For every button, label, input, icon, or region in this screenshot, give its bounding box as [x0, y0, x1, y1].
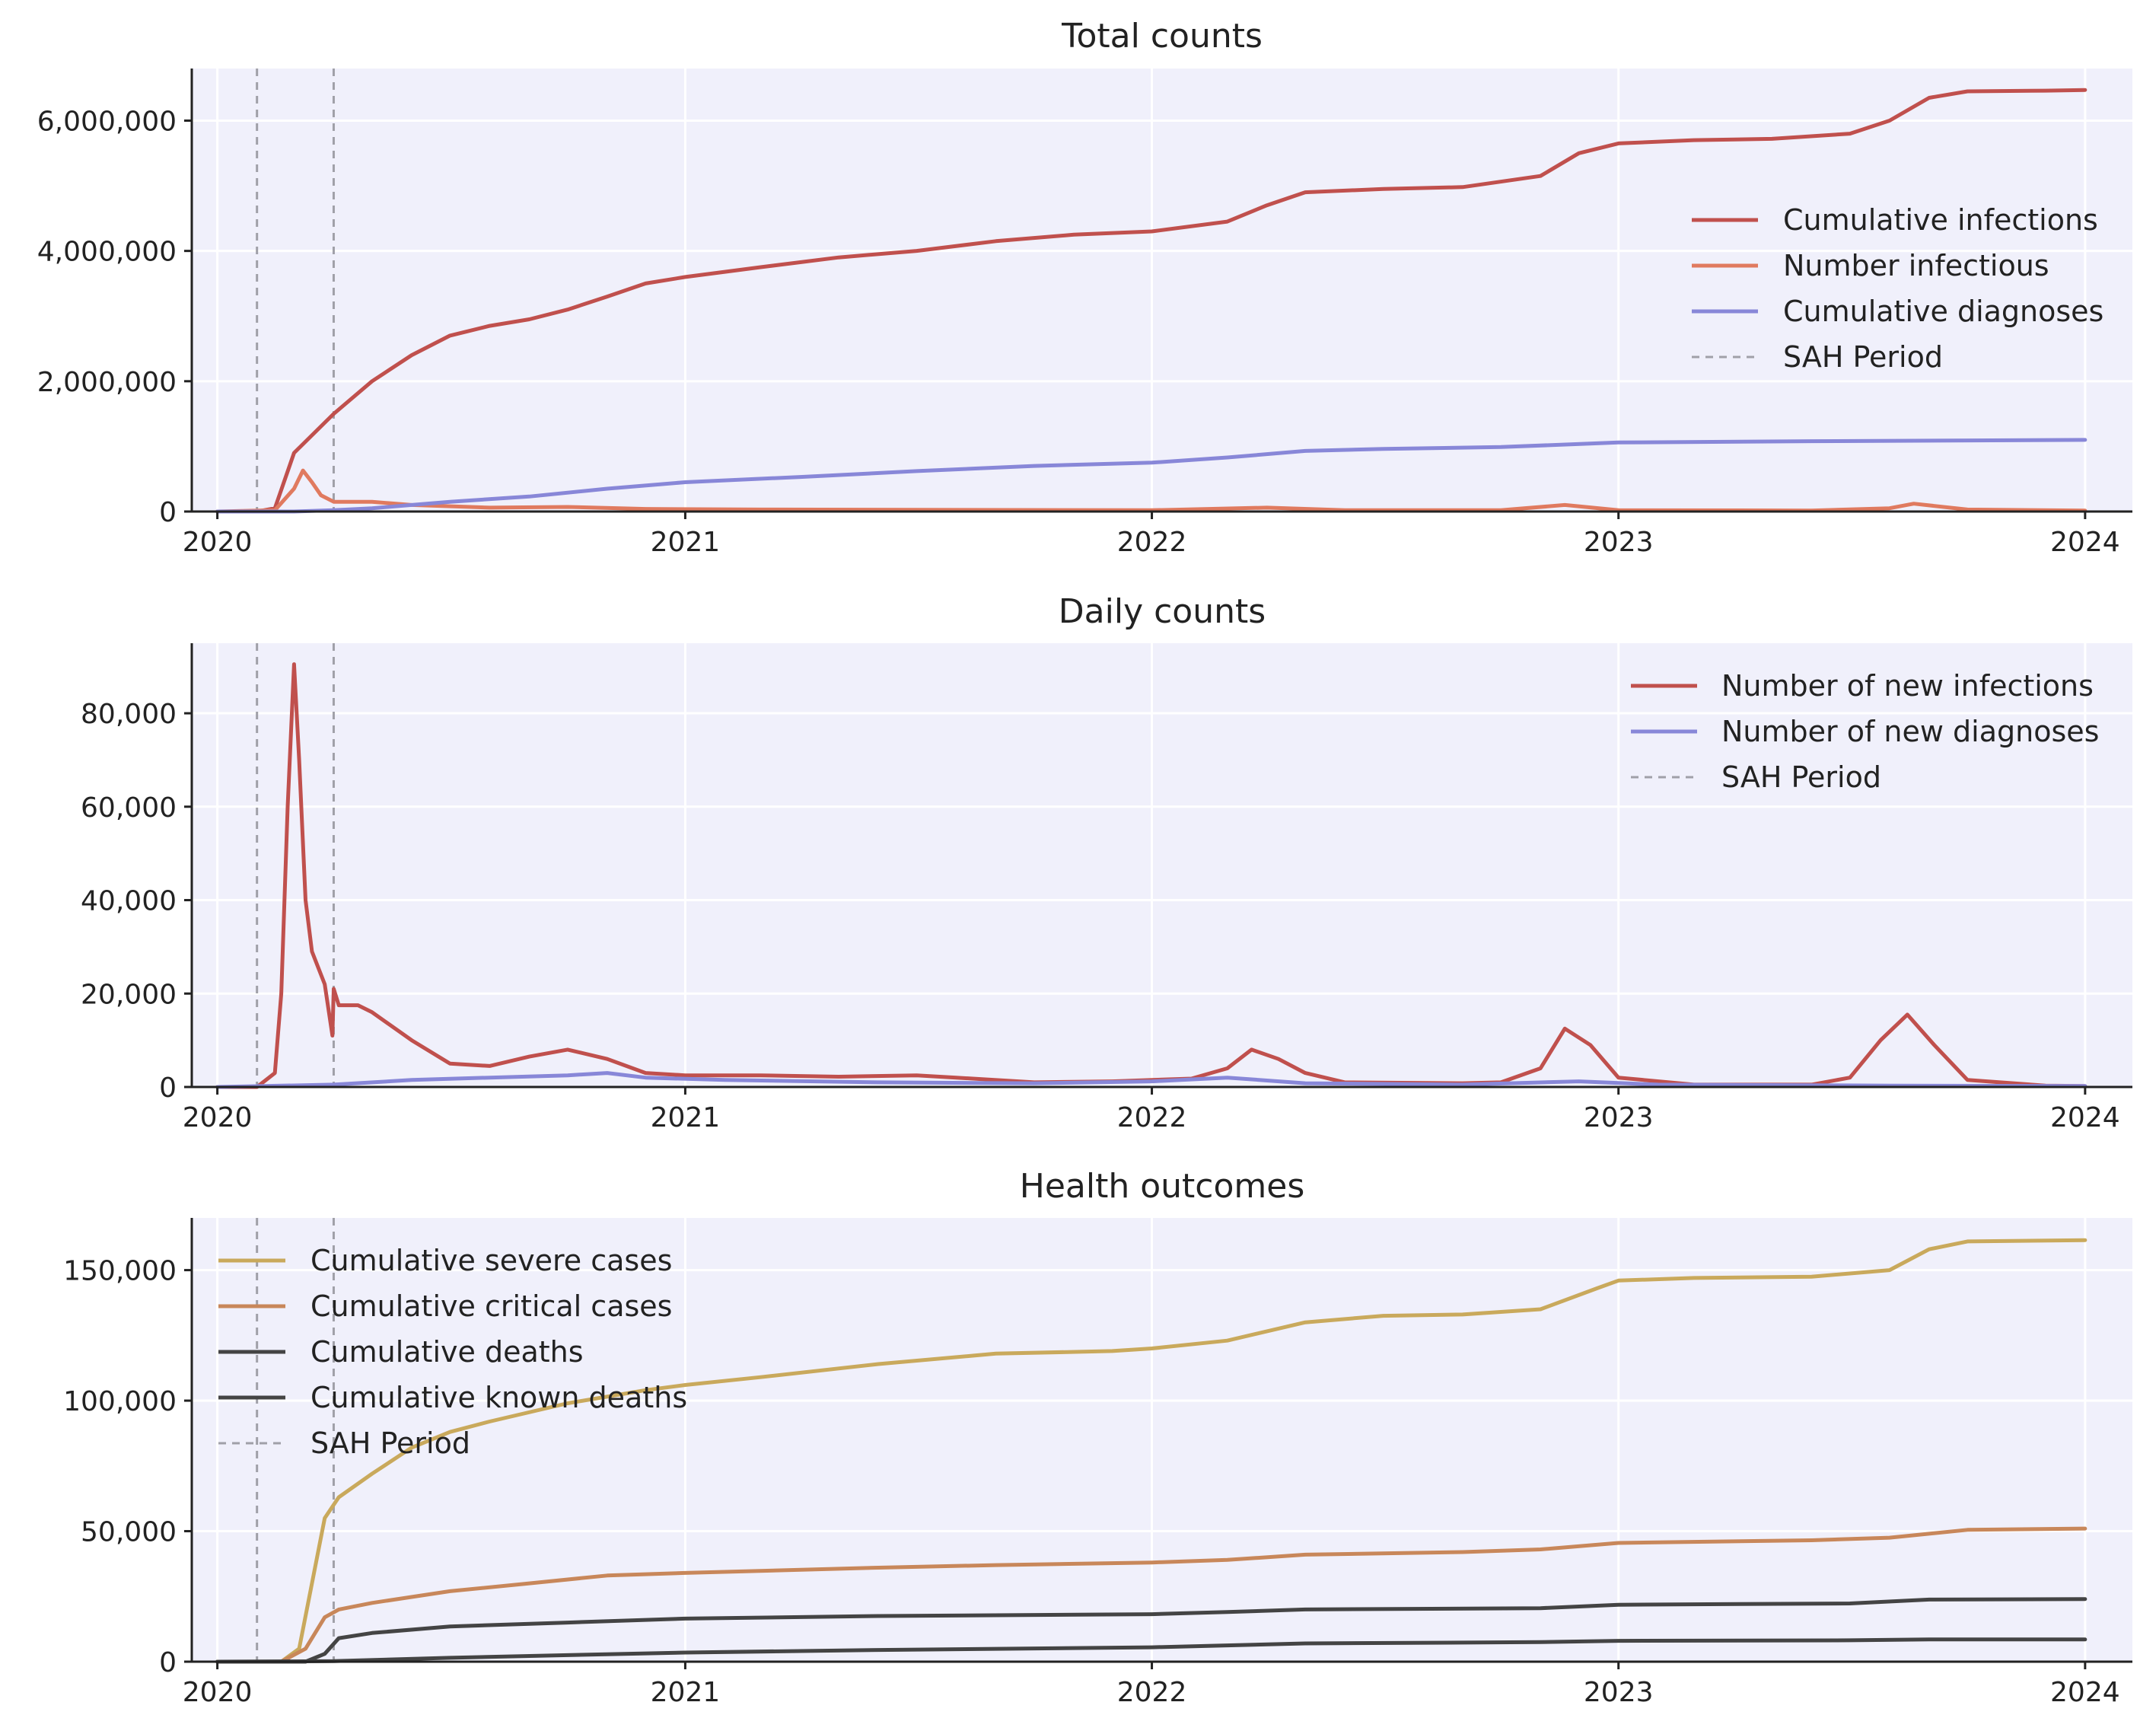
legend-label: Cumulative deaths [311, 1335, 584, 1369]
legend-label: Number of new diagnoses [1721, 715, 2099, 748]
series-line-cumulative-infections [215, 88, 2088, 514]
series-line-number-of-new-diagnoses [215, 1071, 2088, 1089]
y-tick-label: 40,000 [81, 886, 177, 917]
y-tick-label: 6,000,000 [37, 106, 177, 137]
x-tick-label: 2024 [2050, 1102, 2120, 1133]
x-tick-label: 2023 [1584, 527, 1654, 558]
x-tick-label: 2023 [1584, 1677, 1654, 1708]
plot-background [192, 643, 2132, 1087]
series-line-number-infectious [215, 468, 2088, 514]
x-tick-label: 2020 [183, 527, 253, 558]
x-tick-label: 2022 [1117, 1102, 1187, 1133]
legend: Cumulative severe cases Cumulative critic… [218, 1244, 687, 1460]
chart-panel-3: 0 50,000 100,000 150,000 2020 2021 2022 2023 202… [63, 1167, 2132, 1708]
x-tick-label: 2023 [1584, 1102, 1654, 1133]
plot-background [192, 1218, 2132, 1662]
legend-label: Cumulative diagnoses [1783, 295, 2103, 328]
x-tick-label: 2020 [183, 1102, 253, 1133]
y-tick-label: 150,000 [63, 1256, 177, 1287]
y-tick-label: 0 [159, 1647, 177, 1678]
y-tick-label: 80,000 [81, 699, 177, 730]
series-line-cumulative-deaths [215, 1597, 2088, 1664]
legend-label: SAH Period [1783, 340, 1943, 374]
y-tick-label: 4,000,000 [37, 237, 177, 268]
chart-title: Total counts [1061, 17, 1263, 56]
legend-label: SAH Period [311, 1426, 470, 1460]
legend-label: Number infectious [1783, 249, 2049, 282]
series-line-cumulative-diagnoses [215, 438, 2088, 514]
y-tick-label: 0 [159, 497, 177, 528]
y-tick-label: 60,000 [81, 792, 177, 824]
x-tick-label: 2021 [651, 1102, 721, 1133]
legend: Number of new infections Number of new di… [1631, 669, 2099, 794]
series-line-cumulative-known-deaths [215, 1637, 2088, 1664]
x-tick-label: 2022 [1117, 1677, 1187, 1708]
legend-label: Cumulative critical cases [311, 1289, 672, 1323]
x-tick-label: 2022 [1117, 527, 1187, 558]
legend-label: Cumulative severe cases [311, 1244, 672, 1277]
chart-panel-2: 0 20,000 40,000 60,000 80,000 2020 2021 2022 202… [81, 592, 2132, 1133]
x-tick-label: 2020 [183, 1677, 253, 1708]
x-tick-label: 2021 [651, 1677, 721, 1708]
plot-background [192, 69, 2132, 512]
x-tick-label: 2021 [651, 527, 721, 558]
series-line-cumulative-severe-cases [215, 1238, 2088, 1664]
chart-title: Health outcomes [1020, 1167, 1305, 1206]
series-line-cumulative-critical-cases [215, 1526, 2088, 1664]
chart-panel-1: 0 2,000,000 4,000,000 6,000,000 2020 2021 2022… [37, 17, 2132, 558]
legend-label: Number of new infections [1721, 669, 2094, 703]
legend: Cumulative infections Number infectious Cu… [1692, 203, 2103, 374]
y-tick-label: 20,000 [81, 979, 177, 1010]
y-tick-label: 0 [159, 1073, 177, 1104]
x-tick-label: 2024 [2050, 527, 2120, 558]
legend-label: SAH Period [1721, 760, 1881, 794]
chart-title: Daily counts [1059, 592, 1266, 631]
legend-label: Cumulative infections [1783, 203, 2098, 237]
y-tick-label: 50,000 [81, 1517, 177, 1548]
y-tick-label: 2,000,000 [37, 367, 177, 398]
legend-label: Cumulative known deaths [311, 1381, 687, 1414]
y-tick-label: 100,000 [63, 1386, 177, 1417]
x-tick-label: 2024 [2050, 1677, 2120, 1708]
